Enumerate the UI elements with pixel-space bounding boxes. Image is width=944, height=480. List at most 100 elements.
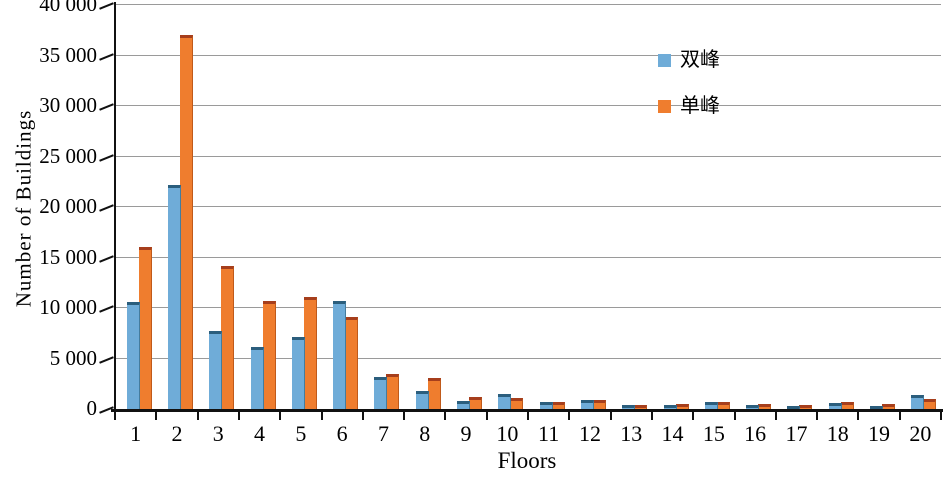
bar-shuangfeng-floor-12 — [580, 399, 594, 409]
x-tick-mark — [527, 412, 529, 420]
x-tick-mark — [361, 412, 364, 420]
gridline — [115, 54, 941, 56]
legend-item-danfeng: 单峰 — [658, 96, 720, 116]
y-tick-label: 0 — [86, 396, 98, 420]
x-tick-label: 18 — [826, 421, 849, 446]
legend-label: 单峰 — [680, 95, 720, 117]
bar-shuangfeng-floor-7 — [374, 376, 388, 409]
y-tick-mark — [99, 355, 114, 364]
x-axis-title: Floors — [497, 448, 557, 473]
y-axis — [114, 2, 116, 413]
bar-shuangfeng-floor-8 — [415, 390, 429, 409]
y-tick-label: 35 000 — [39, 42, 97, 67]
x-tick-mark — [444, 412, 447, 420]
gridline — [115, 105, 941, 106]
bar-shuangfeng-floor-15 — [704, 401, 718, 409]
x-tick-label: 6 — [336, 421, 348, 446]
x-tick-mark — [898, 412, 901, 420]
bar-shuangfeng-floor-9 — [457, 400, 471, 409]
x-tick-mark — [650, 412, 653, 420]
x-tick-label: 5 — [295, 421, 307, 446]
bar-shuangfeng-floor-2 — [167, 184, 181, 409]
bar-danfeng-floor-15 — [716, 401, 730, 409]
y-tick-mark — [99, 204, 114, 212]
legend-swatch-orange-icon — [658, 99, 671, 113]
x-tick-mark — [403, 412, 406, 420]
bar-danfeng-floor-11 — [551, 401, 565, 409]
bar-danfeng-floor-4 — [262, 300, 276, 409]
x-tick-mark — [114, 412, 116, 420]
bar-shuangfeng-floor-1 — [126, 301, 140, 409]
gridline — [115, 4, 941, 5]
x-tick-label: 10 — [496, 421, 519, 446]
y-tick-mark — [99, 52, 114, 61]
x-tick-mark — [568, 412, 571, 420]
x-tick-label: 13 — [620, 421, 643, 446]
bar-danfeng-floor-10 — [510, 397, 524, 409]
bar-danfeng-floor-1 — [138, 247, 152, 409]
bar-shuangfeng-floor-3 — [209, 331, 223, 409]
bar-shuangfeng-floor-20 — [911, 394, 925, 409]
bar-danfeng-floor-6 — [345, 317, 359, 409]
x-tick-label: 16 — [744, 421, 767, 446]
bar-danfeng-floor-5 — [303, 296, 317, 409]
bar-shuangfeng-floor-14 — [663, 404, 677, 409]
x-tick-label: 8 — [419, 421, 431, 446]
y-tick-mark — [99, 103, 114, 111]
bar-shuangfeng-floor-10 — [498, 393, 512, 409]
y-tick-label: 25 000 — [39, 143, 97, 168]
x-tick-mark — [816, 412, 819, 420]
x-tick-label: 20 — [909, 421, 932, 446]
bar-danfeng-floor-17 — [799, 405, 813, 409]
x-tick-label: 3 — [212, 421, 224, 446]
y-tick-label: 5 000 — [49, 345, 97, 370]
x-tick-label: 2 — [171, 421, 183, 446]
bar-danfeng-floor-9 — [469, 396, 483, 409]
x-tick-mark — [692, 412, 695, 420]
bar-shuangfeng-floor-18 — [828, 402, 842, 409]
x-tick-label: 9 — [460, 421, 472, 446]
x-tick-mark — [485, 412, 488, 420]
x-tick-label: 17 — [785, 421, 808, 446]
legend-item-shuangfeng: 双峰 — [658, 50, 720, 70]
x-tick-mark — [609, 412, 612, 420]
x-tick-mark — [774, 412, 777, 420]
y-tick-label: 15 000 — [39, 244, 97, 269]
bar-shuangfeng-floor-5 — [291, 337, 305, 409]
bar-danfeng-floor-2 — [179, 35, 193, 409]
x-tick-mark — [155, 412, 158, 420]
x-tick-label: 15 — [702, 421, 725, 446]
y-tick-label: 20 000 — [39, 194, 97, 218]
y-tick-mark — [99, 2, 114, 10]
legend-swatch-blue-icon — [658, 53, 671, 67]
x-tick-mark — [320, 412, 323, 420]
bar-danfeng-floor-3 — [221, 265, 235, 409]
x-tick-label: 1 — [130, 421, 142, 446]
gridline — [115, 307, 941, 308]
x-axis — [111, 409, 943, 412]
bar-danfeng-floor-14 — [675, 404, 689, 409]
y-tick-mark — [99, 305, 114, 313]
bar-shuangfeng-floor-4 — [250, 347, 264, 409]
x-tick-label: 7 — [377, 421, 389, 446]
legend: 双峰 单峰 — [658, 50, 720, 142]
gridline — [115, 155, 941, 157]
bar-shuangfeng-floor-16 — [746, 404, 760, 409]
y-tick-label: 10 000 — [39, 295, 97, 319]
y-tick-mark — [99, 153, 114, 162]
x-tick-mark — [237, 412, 240, 420]
x-tick-mark — [196, 412, 199, 420]
y-tick-label: 30 000 — [39, 93, 97, 117]
x-tick-label: 14 — [661, 421, 684, 446]
bar-danfeng-floor-13 — [634, 404, 648, 409]
x-tick-mark — [857, 412, 860, 420]
bar-danfeng-floor-12 — [592, 399, 606, 409]
bar-danfeng-floor-20 — [923, 398, 937, 409]
x-tick-label: 19 — [868, 421, 891, 446]
bar-shuangfeng-floor-17 — [787, 406, 801, 410]
y-tick-label: 40 000 — [39, 0, 97, 16]
bar-danfeng-floor-16 — [758, 404, 772, 409]
bar-shuangfeng-floor-13 — [622, 404, 636, 409]
